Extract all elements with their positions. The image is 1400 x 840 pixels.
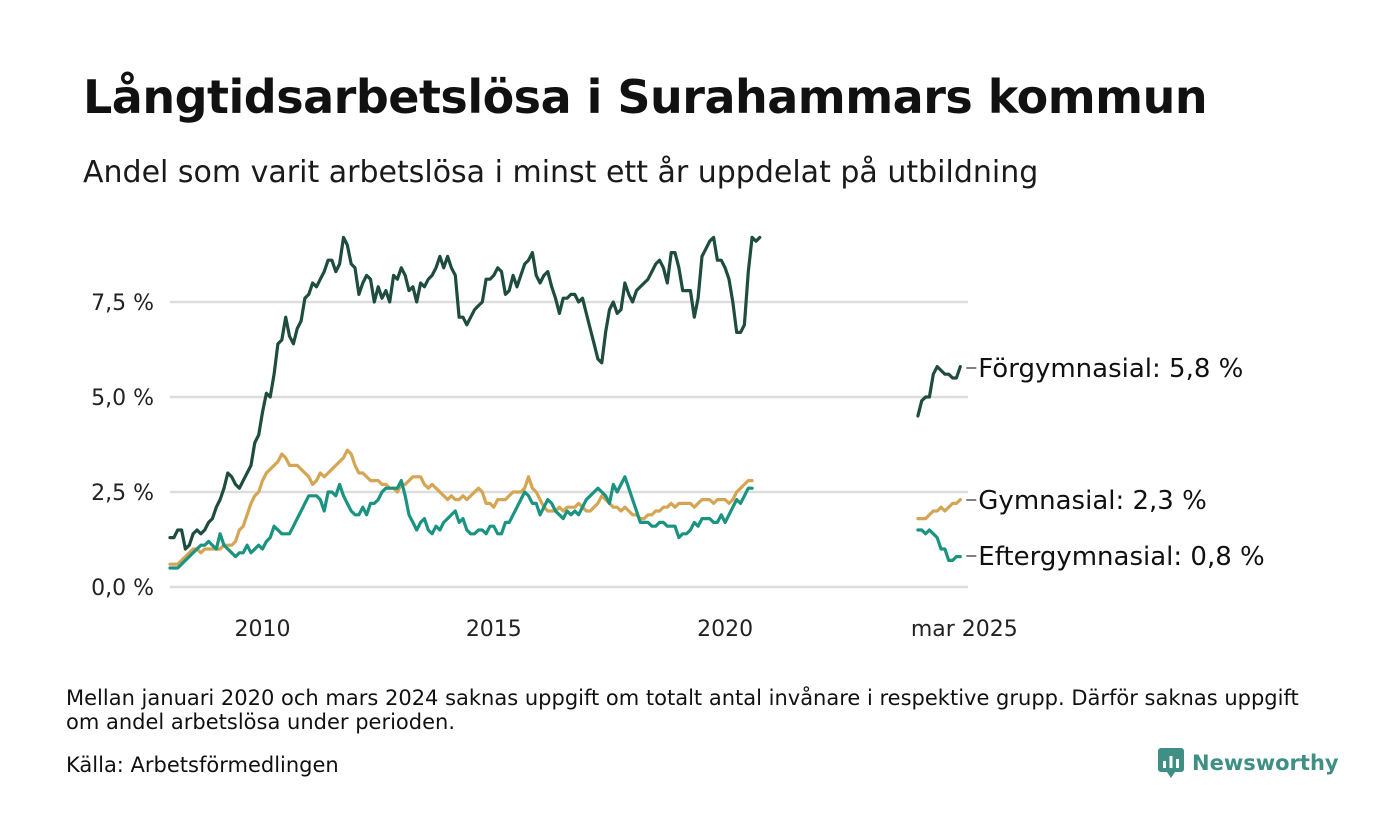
- end-label-förgymnasial: Förgymnasial: 5,8 %: [978, 354, 1243, 384]
- y-tick-label: 0,0 %: [91, 576, 154, 601]
- line-chart: 0,0 % 2,5 % 5,0 % 7,5 % 2010 2015 2020 mar 202…: [91, 235, 1265, 642]
- series-line-eftergymnasial: [916, 528, 962, 563]
- source-text: Källa: Arbetsförmedlingen: [66, 753, 339, 777]
- x-tick-label: 2015: [466, 617, 522, 642]
- chart-subtitle: Andel som varit arbetslösa i minst ett å…: [83, 155, 1039, 190]
- footnote: Mellan januari 2020 och mars 2024 saknas…: [66, 686, 1299, 734]
- brand-name: Newsworthy: [1192, 751, 1339, 775]
- chart-title: Långtidsarbetslösa i Surahammars kommun: [83, 70, 1208, 124]
- series-line-gymnasial: [168, 448, 754, 566]
- end-label-gymnasial: Gymnasial: 2,3 %: [978, 486, 1207, 516]
- series-end-labels: Förgymnasial: 5,8 % Gymnasial: 2,3 % Efter…: [966, 354, 1265, 572]
- series-line-förgymnasial: [168, 235, 762, 551]
- newsworthy-logo: Newsworthy: [1158, 748, 1339, 778]
- series-line-gymnasial: [916, 498, 962, 521]
- series-lines: [168, 235, 962, 570]
- y-tick-label: 2,5 %: [91, 481, 154, 506]
- series-line-förgymnasial: [916, 365, 962, 418]
- y-tick-label: 7,5 %: [91, 291, 154, 316]
- series-line-eftergymnasial: [168, 475, 754, 570]
- x-tick-label: 2020: [697, 617, 753, 642]
- end-label-eftergymnasial: Eftergymnasial: 0,8 %: [978, 542, 1264, 572]
- chart-bubble-icon: [1158, 748, 1184, 778]
- grid-lines: [170, 300, 968, 589]
- x-tick-label: 2010: [235, 617, 291, 642]
- y-tick-label: 5,0 %: [91, 386, 154, 411]
- x-tick-label: mar 2025: [911, 617, 1018, 642]
- x-axis-tick-labels: 2010 2015 2020 mar 2025: [235, 617, 1018, 642]
- y-axis-tick-labels: 0,0 % 2,5 % 5,0 % 7,5 %: [91, 291, 154, 601]
